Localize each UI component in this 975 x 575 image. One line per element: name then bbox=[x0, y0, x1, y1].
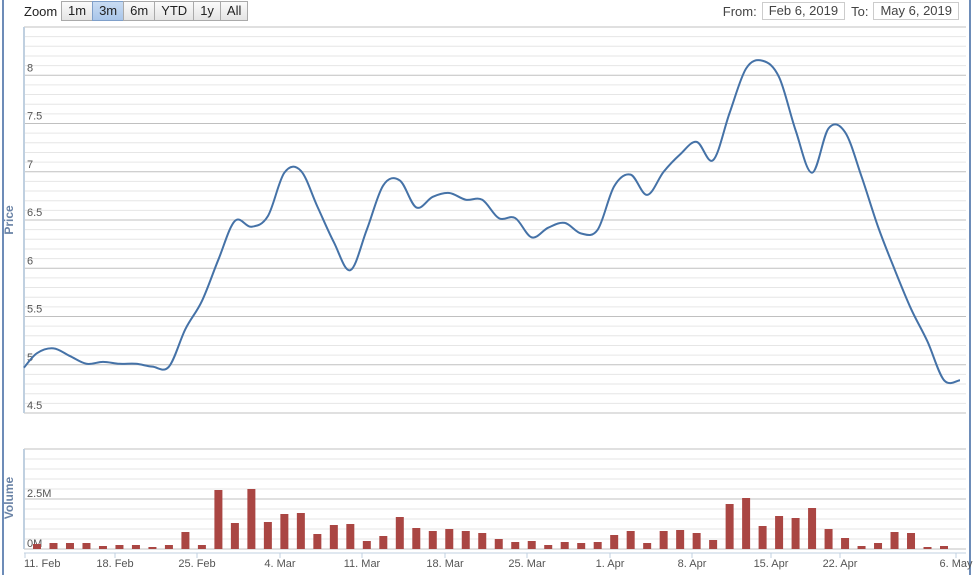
volume-bar bbox=[758, 526, 767, 549]
volume-bar bbox=[791, 518, 800, 549]
zoom-ytd-button[interactable]: YTD bbox=[154, 1, 195, 21]
volume-bar bbox=[428, 531, 437, 549]
volume-bar bbox=[709, 540, 718, 549]
volume-bar bbox=[379, 536, 388, 549]
to-label: To: bbox=[851, 3, 869, 19]
volume-bar bbox=[197, 545, 206, 549]
volume-bar bbox=[181, 532, 190, 549]
volume-bar bbox=[692, 533, 701, 549]
volume-bar bbox=[115, 545, 124, 549]
volume-bar bbox=[494, 539, 503, 549]
volume-bar bbox=[544, 545, 553, 549]
volume-bar bbox=[164, 545, 173, 549]
x-tick-label: 18. Mar bbox=[426, 558, 464, 570]
zoom-all-button[interactable]: All bbox=[219, 1, 249, 21]
price-tick-label: 6.5 bbox=[27, 207, 42, 219]
volume-bar bbox=[247, 489, 256, 549]
x-tick-label: 4. Mar bbox=[264, 558, 296, 570]
volume-bar bbox=[643, 543, 652, 549]
volume-bar bbox=[610, 535, 619, 549]
volume-bar bbox=[362, 541, 371, 549]
from-label: From: bbox=[722, 3, 757, 19]
volume-bar bbox=[148, 547, 157, 549]
volume-bar bbox=[33, 544, 41, 549]
price-tick-label: 5 bbox=[27, 352, 33, 364]
volume-bar bbox=[808, 508, 817, 549]
volume-bar bbox=[824, 529, 833, 549]
volume-bar bbox=[841, 538, 850, 549]
price-tick-label: 6 bbox=[27, 255, 33, 267]
volume-bar bbox=[65, 543, 74, 549]
volume-bar bbox=[478, 533, 487, 549]
zoom-button-group: 1m 3m 6m YTD 1y All bbox=[61, 1, 249, 21]
volume-bar bbox=[577, 543, 586, 549]
x-tick-label: 8. Apr bbox=[678, 558, 707, 570]
date-range: From: Feb 6, 2019 To: May 6, 2019 bbox=[723, 2, 965, 20]
volume-bar bbox=[907, 533, 916, 549]
volume-bar bbox=[296, 513, 305, 549]
price-tick-label: 4.5 bbox=[27, 400, 42, 412]
volume-bar bbox=[346, 524, 355, 549]
volume-bar bbox=[940, 546, 948, 549]
price-axis-title: Price bbox=[2, 205, 16, 235]
volume-bar bbox=[676, 530, 685, 549]
volume-bar bbox=[626, 531, 635, 549]
price-tick-label: 7.5 bbox=[27, 111, 42, 123]
price-line bbox=[23, 59, 961, 385]
volume-axis-title: Volume bbox=[2, 476, 16, 519]
from-date-input[interactable]: Feb 6, 2019 bbox=[761, 2, 846, 20]
x-tick-label: 15. Apr bbox=[754, 558, 789, 570]
price-tick-label: 7 bbox=[27, 159, 33, 171]
volume-bar bbox=[329, 525, 338, 549]
to-date-input[interactable]: May 6, 2019 bbox=[873, 2, 959, 20]
volume-bar bbox=[725, 504, 734, 549]
volume-bar bbox=[214, 490, 223, 549]
x-tick-label: 6. May bbox=[939, 558, 973, 570]
x-tick-label: 11. Mar bbox=[344, 558, 381, 570]
price-tick-label: 8 bbox=[27, 62, 33, 74]
volume-bar bbox=[445, 529, 454, 549]
volume-bar bbox=[230, 523, 239, 549]
volume-bar bbox=[98, 546, 107, 549]
volume-bar bbox=[874, 543, 883, 549]
volume-tick-label: 2.5M bbox=[27, 488, 51, 500]
volume-bar bbox=[857, 546, 866, 549]
volume-bar bbox=[313, 534, 322, 549]
volume-bar bbox=[775, 516, 784, 549]
price-tick-label: 5.5 bbox=[27, 304, 42, 316]
volume-bar bbox=[395, 517, 404, 549]
volume-bar bbox=[280, 514, 289, 549]
volume-bar bbox=[461, 531, 470, 549]
zoom-label: Zoom bbox=[24, 4, 58, 19]
volume-bar bbox=[412, 528, 421, 549]
volume-bar bbox=[923, 547, 932, 549]
x-tick-label: 18. Feb bbox=[96, 558, 133, 570]
volume-bar bbox=[511, 542, 520, 549]
volume-bar bbox=[593, 542, 602, 549]
x-tick-label: 11. Feb bbox=[24, 558, 61, 570]
zoom-3m-button[interactable]: 3m bbox=[92, 1, 125, 21]
volume-bar bbox=[742, 498, 751, 549]
volume-bar bbox=[263, 522, 272, 549]
volume-bar bbox=[890, 532, 899, 549]
x-tick-label: 22. Apr bbox=[823, 558, 858, 570]
x-tick-label: 25. Feb bbox=[178, 558, 215, 570]
volume-bar bbox=[82, 543, 91, 549]
volume-bar bbox=[659, 531, 668, 549]
volume-bar bbox=[131, 545, 140, 549]
volume-bar bbox=[527, 541, 536, 549]
x-tick-label: 1. Apr bbox=[596, 558, 625, 570]
volume-bar bbox=[560, 542, 569, 549]
x-tick-label: 25. Mar bbox=[508, 558, 546, 570]
volume-bar bbox=[49, 543, 58, 549]
